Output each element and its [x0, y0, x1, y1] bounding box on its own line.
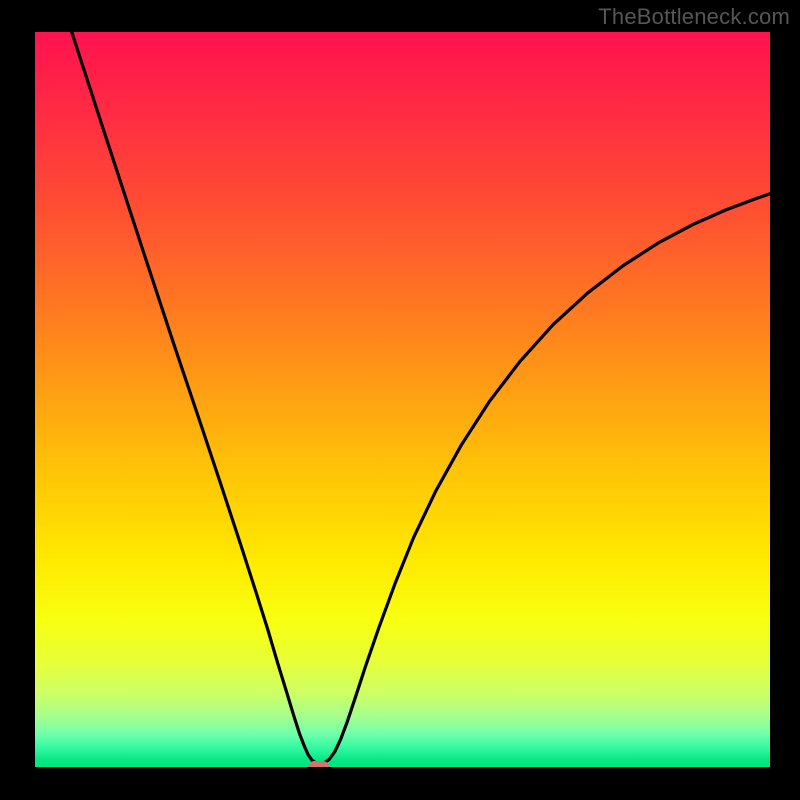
bottleneck-chart	[35, 32, 770, 767]
optimum-marker	[308, 761, 329, 767]
watermark-text: TheBottleneck.com	[598, 4, 790, 30]
chart-frame: TheBottleneck.com	[0, 0, 800, 800]
gradient-background	[35, 32, 770, 767]
